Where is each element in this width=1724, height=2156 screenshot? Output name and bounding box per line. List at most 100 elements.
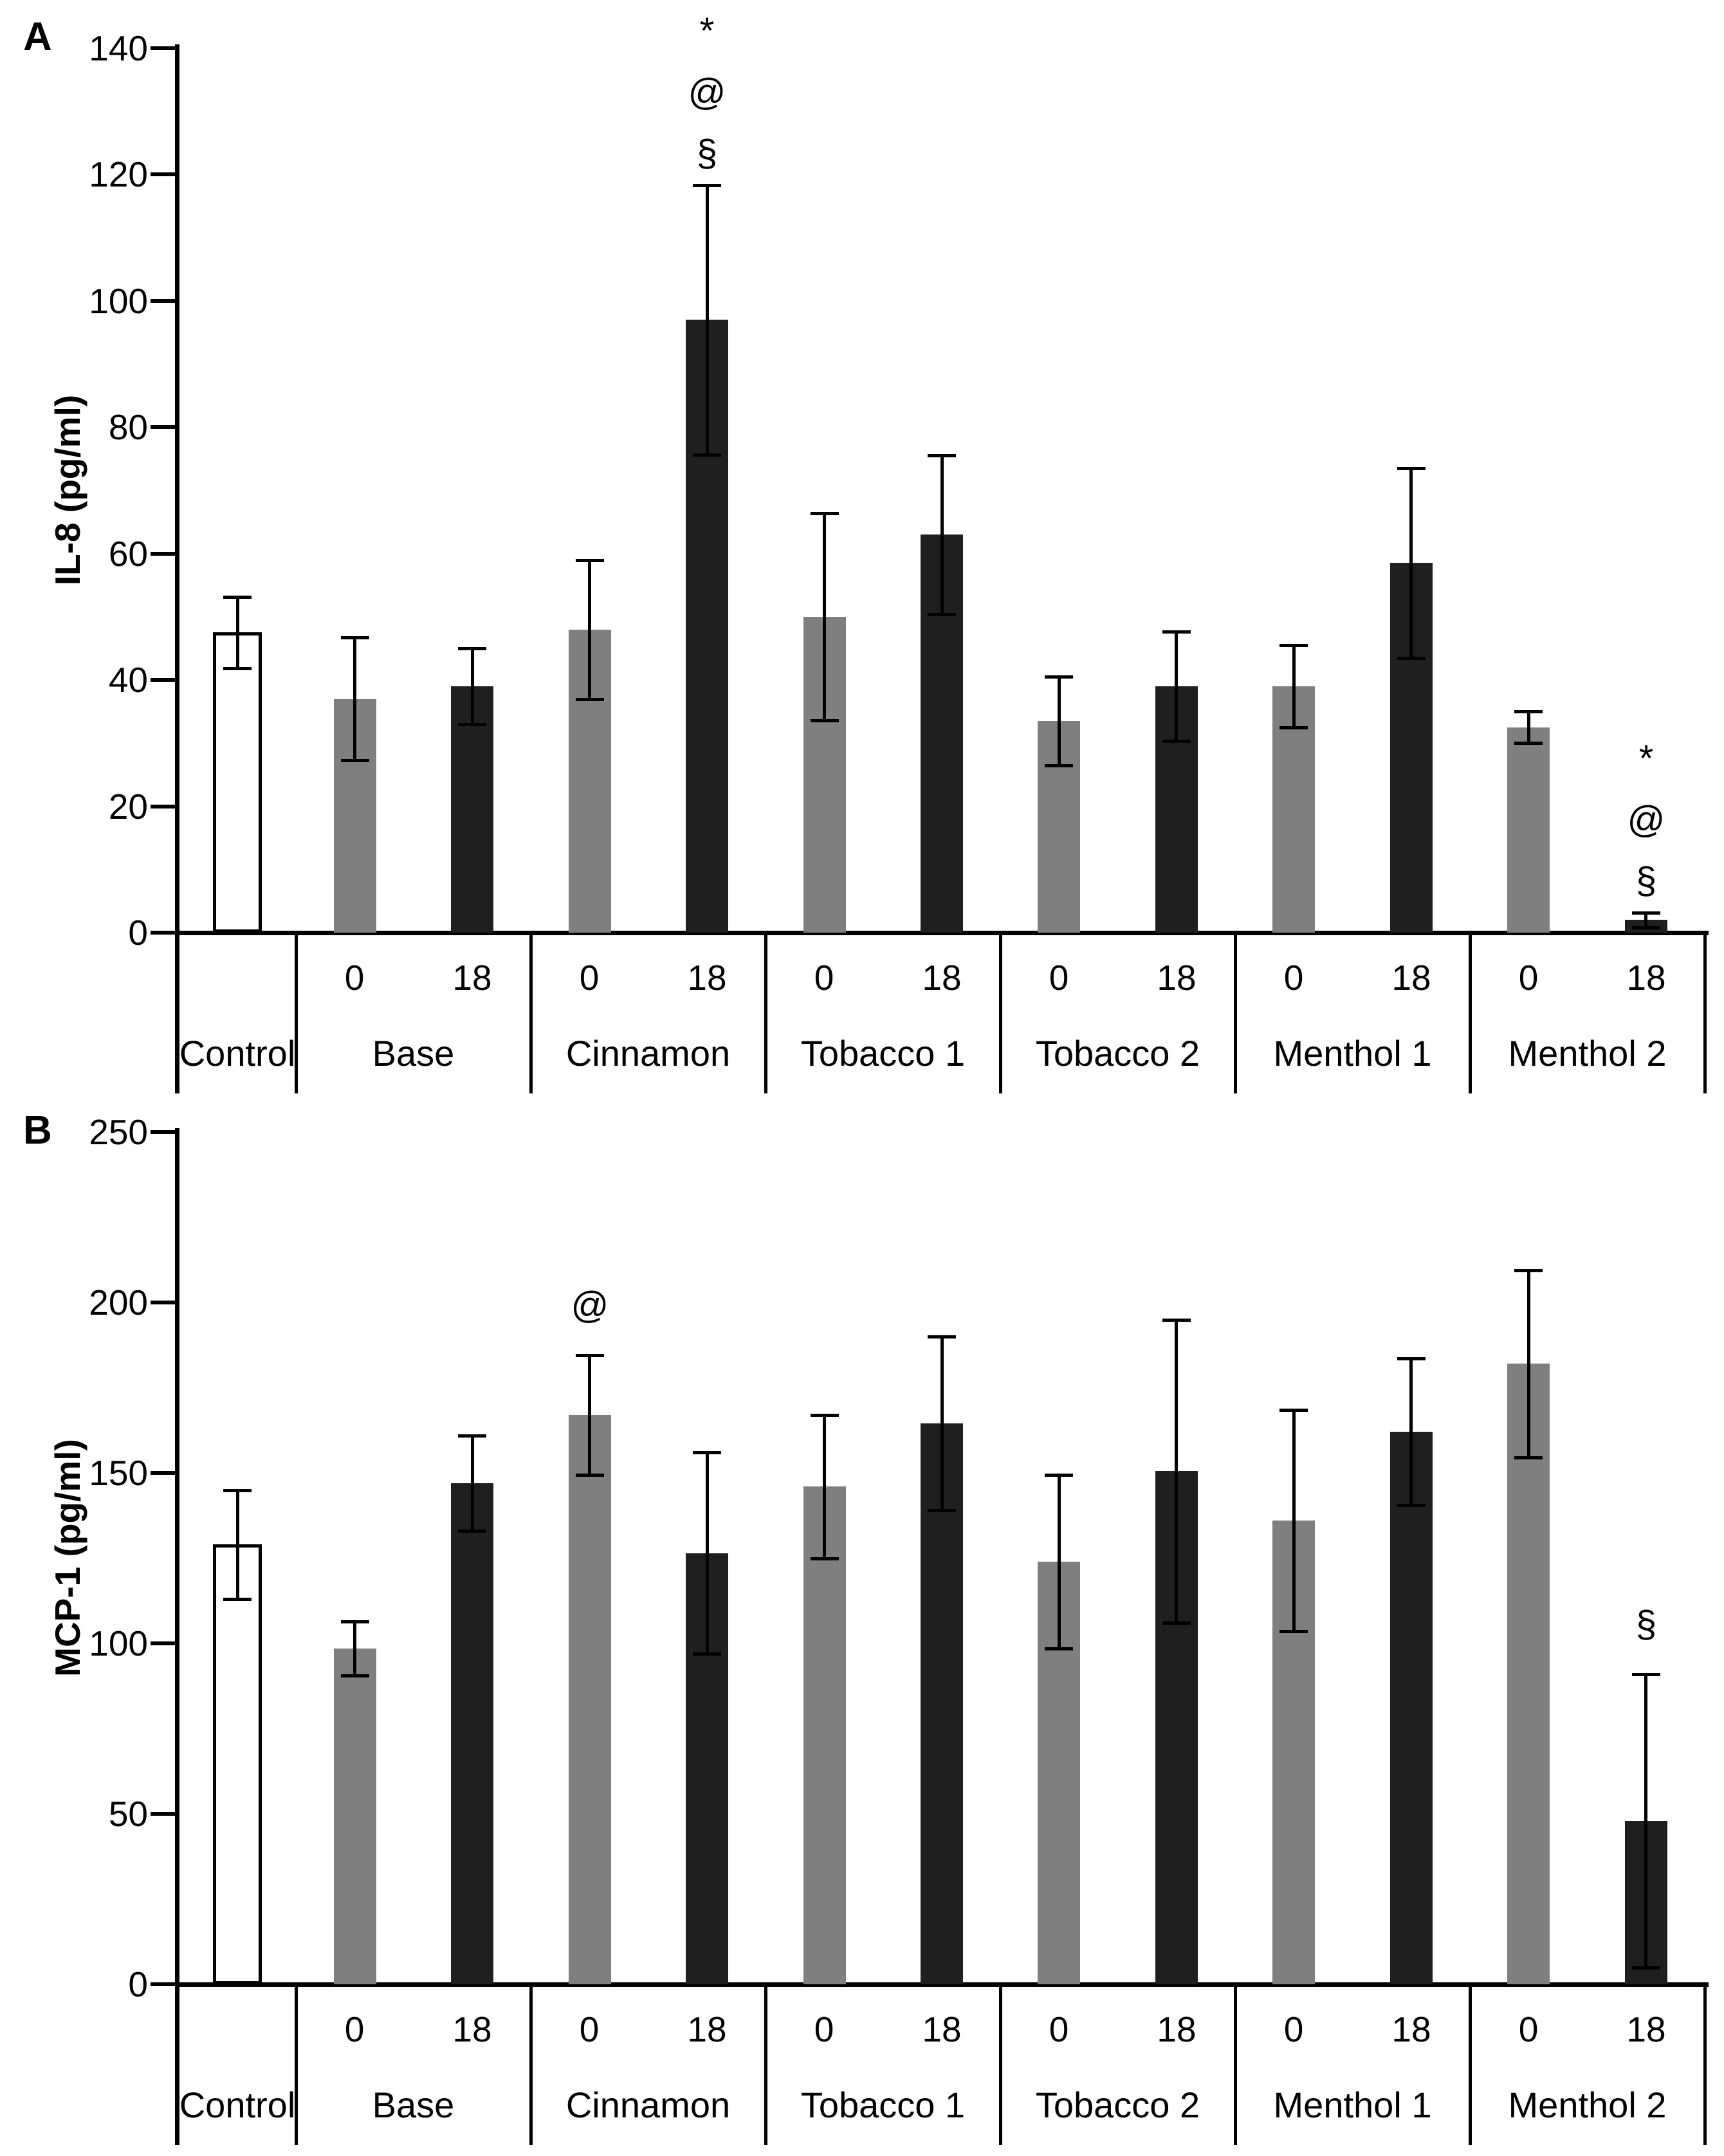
y-tick	[151, 172, 175, 176]
y-tick-label: 40	[108, 660, 148, 700]
nicotine-sublabel: 18	[922, 2009, 962, 2049]
y-tick	[151, 46, 175, 50]
panel-label-a: A	[23, 15, 52, 59]
nicotine-sublabel: 18	[1391, 958, 1431, 998]
error-bar-cap-top	[928, 454, 956, 457]
group-divider	[1469, 933, 1472, 1093]
bar-base-0	[334, 1649, 376, 1984]
error-bar-cap-top	[458, 647, 486, 650]
error-bar-cap-top	[1045, 675, 1073, 679]
error-bar-cap-bottom	[1397, 1504, 1426, 1507]
y-tick	[151, 1301, 175, 1304]
group-divider	[1234, 1984, 1237, 2145]
error-bar-cap-bottom	[1279, 1630, 1308, 1633]
bar-base-18	[451, 1483, 493, 1984]
group-label: Menthol 1	[1273, 2085, 1432, 2125]
y-tick	[151, 299, 175, 303]
nicotine-sublabel: 18	[687, 2009, 727, 2049]
y-tick	[151, 1982, 175, 1986]
y-tick	[151, 805, 175, 808]
group-label: Tobacco 2	[1035, 2085, 1200, 2125]
error-bar-cap-bottom	[928, 613, 956, 616]
error-bar-cap-top	[1632, 911, 1660, 915]
group-label: Control	[179, 1033, 296, 1073]
group-divider	[1703, 1984, 1707, 2145]
error-bar-cap-top	[811, 1414, 839, 1417]
panel-il8: A IL-8 (pg/ml) 0 20 40 60 80 100 120 140 Control…	[23, 10, 1709, 1093]
x-axis-line	[175, 931, 1709, 935]
error-bar-line	[1527, 1270, 1530, 1457]
nicotine-sublabel: 0	[1283, 2009, 1304, 2049]
plot-area-il8: 0 20 40 60 80 100 120 140 Control Base 0 18 Cinnamon…	[89, 10, 1709, 1093]
error-bar-cap-bottom	[811, 719, 839, 722]
group-divider	[295, 1984, 298, 2145]
error-bar-cap-top	[1279, 644, 1308, 647]
nicotine-sublabel: 18	[1626, 958, 1666, 998]
group-divider	[529, 1984, 533, 2145]
group-label: Tobacco 1	[800, 2085, 966, 2125]
error-bar-line	[588, 560, 591, 699]
error-bar-cap-top	[1514, 710, 1543, 713]
error-bar-cap-bottom	[693, 1652, 721, 1656]
y-tick-label: 120	[89, 154, 148, 194]
error-bar-cap-bottom	[341, 1674, 369, 1677]
group-divider	[764, 933, 767, 1093]
error-bar-line	[471, 1436, 474, 1531]
error-bar-line	[706, 1452, 709, 1654]
y-tick	[151, 1130, 175, 1134]
nicotine-sublabel: 18	[1157, 2009, 1197, 2049]
panel-label-b: B	[23, 1108, 52, 1153]
error-bar-cap-bottom	[223, 667, 252, 670]
group-divider	[1703, 933, 1707, 1093]
nicotine-sublabel: 18	[1626, 2009, 1666, 2049]
nicotine-sublabel: 0	[1049, 958, 1069, 998]
y-tick-label: 250	[89, 1112, 148, 1152]
error-bar-line	[823, 1415, 826, 1558]
error-bar-cap-top	[693, 184, 721, 187]
y-tick-label: 0	[128, 913, 148, 953]
nicotine-sublabel: 0	[1049, 2009, 1069, 2049]
error-bar-cap-bottom	[458, 723, 486, 726]
error-bar-cap-top	[1279, 1409, 1308, 1412]
significance-annotation: * @ §	[688, 10, 726, 174]
error-bar-cap-bottom	[1279, 726, 1308, 729]
bar-tobacco1-18	[921, 1423, 963, 1984]
significance-annotation: * @ §	[1627, 738, 1665, 902]
panel-mcp1: B MCP-1 (pg/ml) 0 50 100 150 200 250 Control Ba…	[0, 1093, 1724, 2156]
nicotine-sublabel: 18	[452, 958, 492, 998]
y-tick-label: 140	[89, 28, 148, 68]
y-tick-label: 20	[108, 787, 148, 827]
nicotine-sublabel: 0	[344, 958, 365, 998]
y-tick	[151, 931, 175, 935]
y-tick-label: 0	[128, 1964, 148, 2004]
group-label: Tobacco 1	[800, 1033, 966, 1073]
bar-tobacco1-0	[803, 1486, 846, 1984]
error-bar-cap-bottom	[1632, 1966, 1660, 1969]
bar-base-18	[451, 686, 493, 933]
group-label: Base	[372, 2085, 455, 2125]
nicotine-sublabel: 0	[579, 2009, 600, 2049]
bar-menthol2-0	[1507, 727, 1550, 933]
error-bar-line	[1058, 1475, 1061, 1649]
error-bar-cap-bottom	[576, 1474, 604, 1477]
y-tick	[151, 1471, 175, 1475]
error-bar-cap-top	[693, 1451, 721, 1454]
y-tick	[151, 425, 175, 429]
y-axis-line	[175, 1128, 179, 2145]
bar-control	[213, 1544, 262, 1984]
error-bar-line	[1409, 468, 1413, 658]
group-divider	[764, 1984, 767, 2145]
error-bar-cap-top	[223, 1489, 252, 1492]
error-bar-line	[1409, 1358, 1413, 1505]
y-tick	[151, 678, 175, 682]
error-bar-cap-top	[223, 596, 252, 599]
nicotine-sublabel: 18	[687, 958, 727, 998]
significance-annotation: §	[1635, 1603, 1657, 1645]
y-tick	[151, 552, 175, 556]
y-tick-label: 50	[108, 1794, 148, 1834]
error-bar-line	[940, 1337, 944, 1510]
significance-annotation: @	[571, 1284, 609, 1326]
error-bar-cap-top	[1397, 467, 1426, 470]
error-bar-cap-bottom	[458, 1530, 486, 1533]
